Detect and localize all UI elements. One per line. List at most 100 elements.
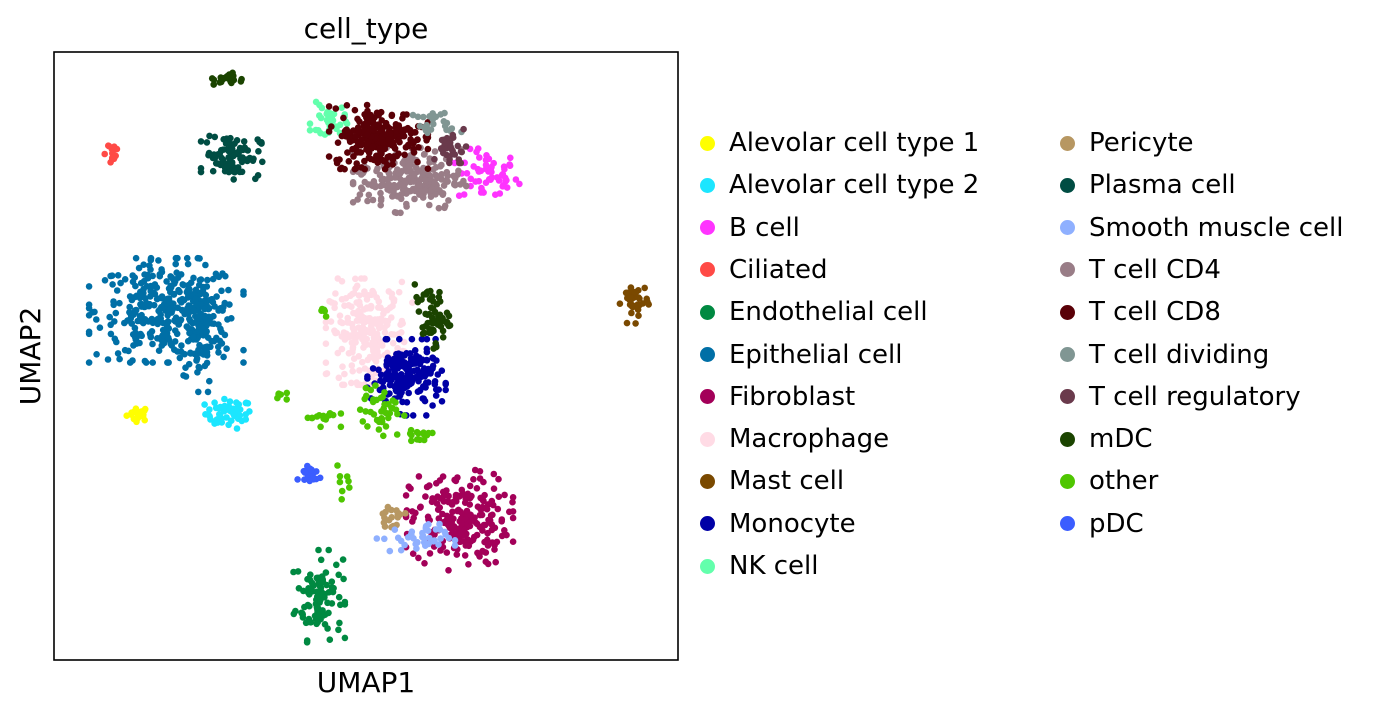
data-point bbox=[367, 329, 374, 337]
data-point bbox=[438, 145, 446, 152]
data-point bbox=[113, 287, 121, 294]
data-point bbox=[370, 396, 377, 403]
data-point bbox=[645, 301, 652, 308]
data-point bbox=[503, 531, 510, 539]
data-point bbox=[424, 165, 432, 172]
data-point bbox=[361, 290, 368, 298]
data-point bbox=[159, 332, 166, 339]
series-b-cell bbox=[451, 145, 523, 199]
data-point bbox=[323, 581, 330, 589]
data-point bbox=[114, 350, 122, 357]
data-point bbox=[363, 131, 371, 139]
data-point bbox=[426, 159, 433, 166]
data-point bbox=[441, 122, 449, 130]
data-point bbox=[427, 193, 435, 200]
legend-label: other bbox=[1089, 466, 1159, 497]
data-point bbox=[202, 291, 210, 299]
data-point bbox=[340, 575, 347, 583]
data-point bbox=[443, 512, 451, 520]
data-point bbox=[437, 111, 445, 118]
data-point bbox=[341, 302, 348, 310]
data-point bbox=[394, 514, 402, 521]
data-point bbox=[415, 473, 423, 480]
data-point bbox=[429, 166, 437, 173]
data-point bbox=[354, 115, 361, 123]
data-point bbox=[411, 347, 419, 354]
data-point bbox=[213, 293, 220, 300]
data-point bbox=[428, 293, 436, 300]
data-point bbox=[379, 393, 387, 401]
data-point bbox=[455, 192, 463, 199]
data-point bbox=[313, 620, 320, 628]
data-point bbox=[442, 381, 450, 388]
data-point bbox=[429, 320, 437, 327]
data-point bbox=[363, 101, 371, 109]
data-point bbox=[304, 601, 312, 609]
data-point bbox=[405, 378, 413, 386]
data-point bbox=[458, 486, 466, 494]
legend-item: mDC bbox=[1060, 420, 1153, 458]
data-point bbox=[166, 306, 173, 313]
data-point bbox=[144, 271, 152, 279]
data-point bbox=[359, 324, 367, 331]
legend-marker bbox=[700, 220, 715, 236]
data-point bbox=[135, 264, 143, 272]
data-point bbox=[334, 349, 342, 357]
data-point bbox=[455, 167, 462, 175]
legend-item: T cell CD4 bbox=[1060, 251, 1221, 289]
legend-marker bbox=[700, 473, 715, 489]
data-point bbox=[439, 190, 447, 197]
data-point bbox=[172, 327, 179, 334]
data-point bbox=[319, 607, 326, 614]
data-point bbox=[451, 181, 459, 189]
data-point bbox=[408, 437, 415, 445]
data-point bbox=[274, 394, 281, 402]
legend-label: Monocyte bbox=[729, 508, 856, 539]
data-point bbox=[203, 320, 211, 328]
data-point bbox=[412, 540, 420, 548]
data-point bbox=[385, 170, 393, 177]
data-point bbox=[495, 475, 502, 483]
data-point bbox=[209, 167, 217, 175]
data-point bbox=[215, 321, 222, 328]
data-point bbox=[149, 359, 156, 366]
data-point bbox=[322, 569, 330, 576]
data-point bbox=[107, 330, 115, 338]
data-point bbox=[322, 324, 330, 332]
data-point bbox=[197, 168, 205, 176]
data-point bbox=[195, 388, 202, 396]
data-point bbox=[492, 558, 500, 566]
data-point bbox=[208, 75, 216, 82]
data-point bbox=[359, 335, 366, 343]
data-point bbox=[483, 505, 491, 513]
data-point bbox=[218, 287, 225, 295]
data-point bbox=[336, 478, 344, 486]
data-point bbox=[443, 151, 450, 159]
data-point bbox=[146, 300, 153, 308]
data-point bbox=[324, 599, 331, 607]
data-point bbox=[369, 125, 377, 133]
data-point bbox=[390, 362, 397, 369]
data-point bbox=[445, 312, 453, 320]
data-point bbox=[353, 282, 361, 290]
data-point bbox=[388, 506, 395, 514]
data-point bbox=[421, 187, 429, 194]
data-point bbox=[192, 286, 200, 294]
data-point bbox=[317, 129, 324, 137]
data-point bbox=[240, 346, 247, 354]
data-point bbox=[335, 593, 343, 601]
plot-frame bbox=[53, 51, 679, 661]
x-axis-label: UMAP1 bbox=[317, 666, 416, 699]
data-point bbox=[443, 320, 451, 328]
data-point bbox=[283, 396, 291, 403]
legend-item: T cell regulatory bbox=[1060, 378, 1301, 416]
data-point bbox=[389, 397, 397, 404]
data-point bbox=[359, 358, 366, 366]
series-smooth-muscle-cell bbox=[373, 520, 459, 555]
data-point bbox=[216, 337, 224, 345]
legend-label: Fibroblast bbox=[729, 381, 856, 412]
series-ciliated bbox=[101, 142, 121, 166]
data-point bbox=[499, 183, 507, 190]
data-point bbox=[194, 369, 201, 376]
data-point bbox=[420, 113, 427, 121]
